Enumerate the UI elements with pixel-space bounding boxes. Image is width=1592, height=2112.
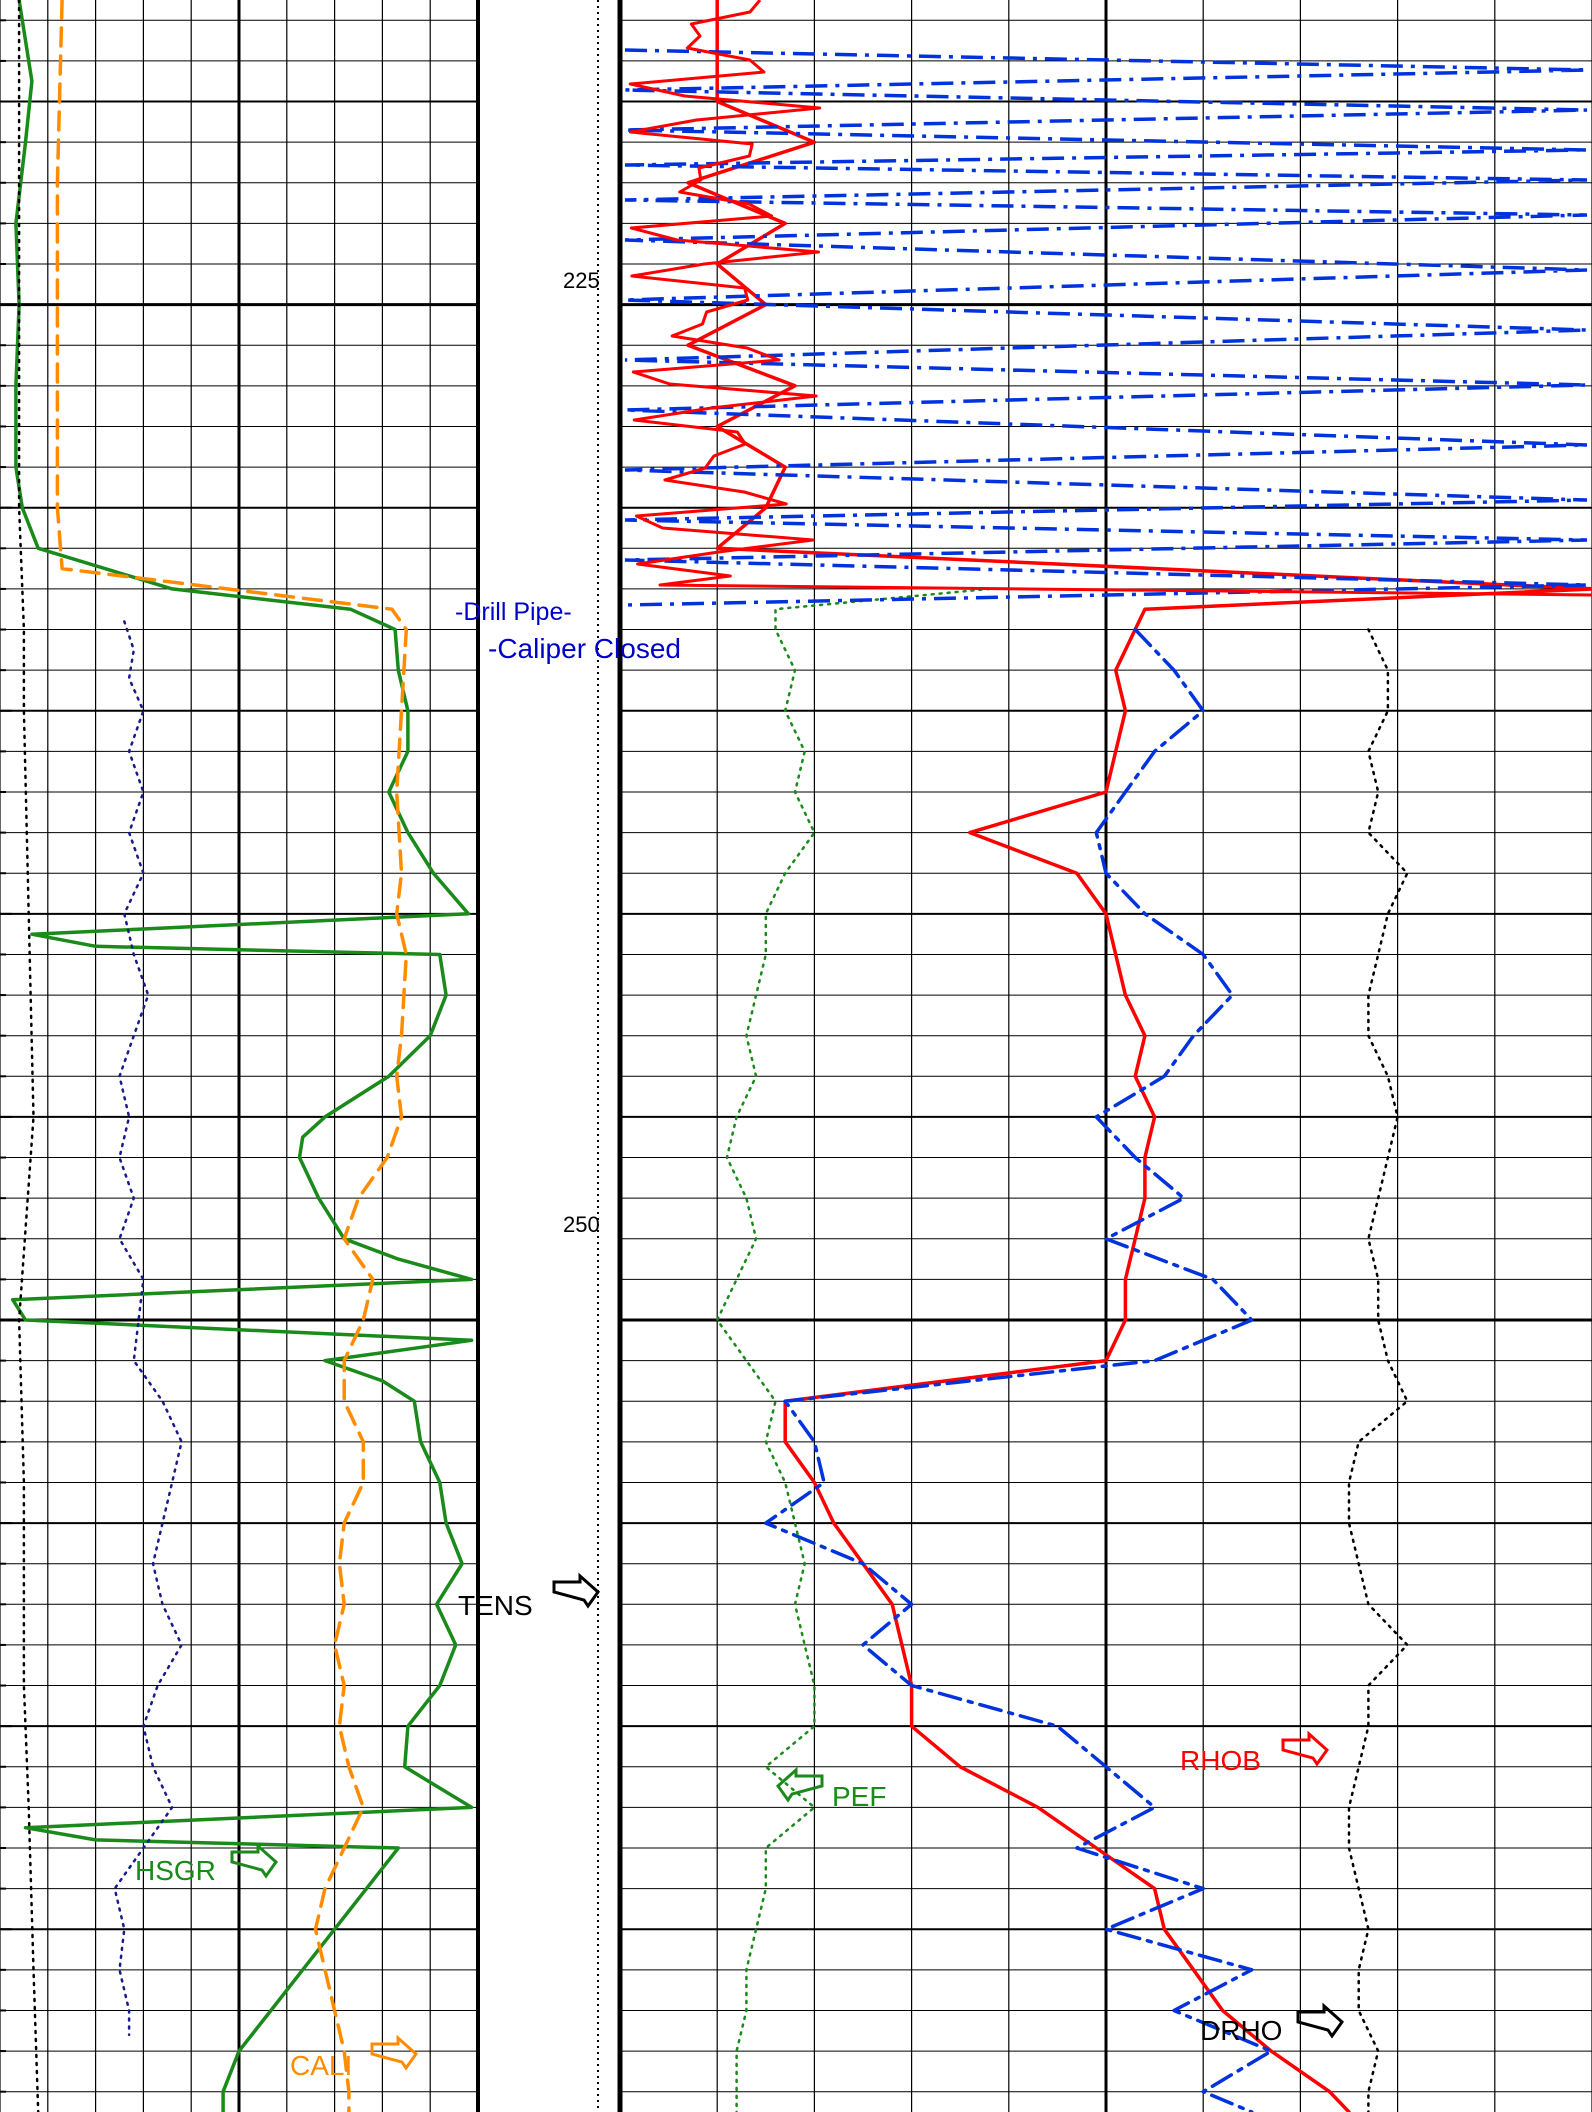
labels: 225 250 -Drill Pipe- -Caliper Closed HSG… — [135, 268, 1282, 2081]
curve-drho — [1347, 628, 1409, 2112]
curve-label-pef: PEF — [832, 1781, 886, 1812]
curve-unlabeled — [764, 627, 1273, 2112]
arrow-drho — [1296, 2002, 1345, 2039]
curve-unlabeled — [113, 620, 183, 2037]
curve-cased-section-blue — [624, 48, 1588, 607]
arrow-cali — [370, 2034, 419, 2071]
curve-hsgr — [10, 0, 474, 2112]
curves — [10, 0, 1592, 2112]
curve-label-tens: TENS — [458, 1590, 533, 1621]
arrow-rhob — [1281, 1730, 1330, 1767]
depth-label-250: 250 — [563, 1212, 600, 1237]
arrow-hsgr — [230, 1842, 279, 1879]
arrow-tens — [552, 1572, 601, 1609]
annotation-caliper-closed: -Caliper Closed — [488, 633, 681, 664]
curve-label-hsgr: HSGR — [135, 1855, 216, 1886]
curve-label-cali: CALI — [290, 2050, 352, 2081]
label-arrows — [230, 1572, 1345, 2071]
curve-rhob — [686, 0, 1592, 2112]
curve-pef — [715, 587, 991, 2112]
curve-label-drho: DRHO — [1200, 2015, 1282, 2046]
depth-label-225: 225 — [563, 268, 600, 293]
curve-tens — [17, 0, 40, 2112]
arrow-pef — [775, 1766, 824, 1803]
annotation-drill-pipe: -Drill Pipe- — [455, 598, 572, 626]
curve-cali — [55, 0, 409, 2112]
curve-cased-section-red — [628, 0, 1592, 597]
curve-label-rhob: RHOB — [1180, 1745, 1261, 1776]
